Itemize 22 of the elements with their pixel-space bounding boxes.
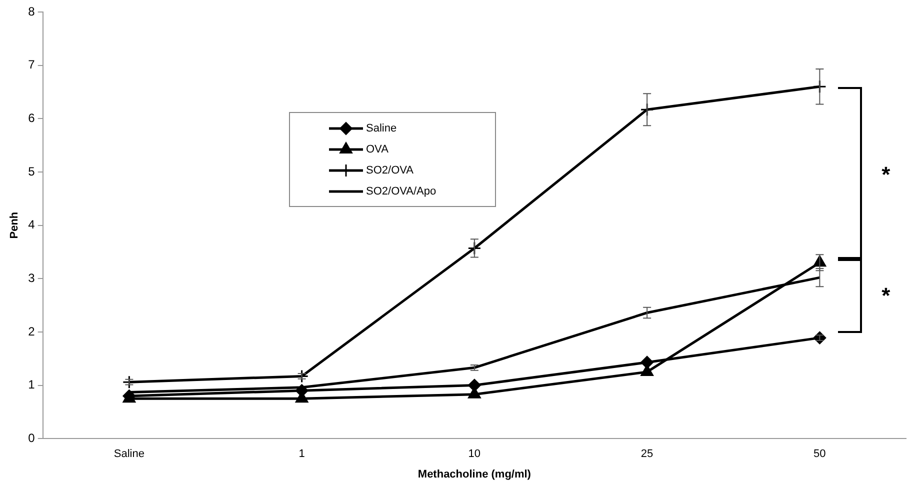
legend-label: SO2/OVA	[366, 164, 414, 177]
x-tick-label: 25	[640, 448, 654, 460]
y-tick-label: 8	[28, 4, 36, 18]
y-tick-label: 6	[28, 110, 36, 125]
annotation: *	[882, 162, 890, 188]
x-tick-label: Saline	[114, 448, 144, 460]
legend-label: Saline	[366, 122, 397, 135]
y-axis-title: Penh	[8, 212, 21, 239]
y-tick-label: 3	[28, 270, 36, 285]
y-tick-label: 5	[28, 164, 36, 178]
x-tick-label: 1	[298, 448, 305, 460]
x-axis-title: Methacholine (mg/ml)	[418, 468, 532, 480]
y-tick-label: 0	[28, 430, 36, 445]
legend-label: SO2/OVA/Apo	[366, 186, 436, 198]
x-tick-label: 50	[814, 448, 826, 460]
y-tick-label: 1	[28, 378, 36, 392]
x-tick-label: 10	[468, 448, 481, 460]
y-tick-label: 2	[28, 324, 36, 338]
annotation: *	[882, 283, 890, 310]
y-tick-label: 4	[28, 218, 36, 232]
y-tick-label: 7	[28, 58, 36, 72]
legend-label: OVA	[366, 144, 390, 156]
